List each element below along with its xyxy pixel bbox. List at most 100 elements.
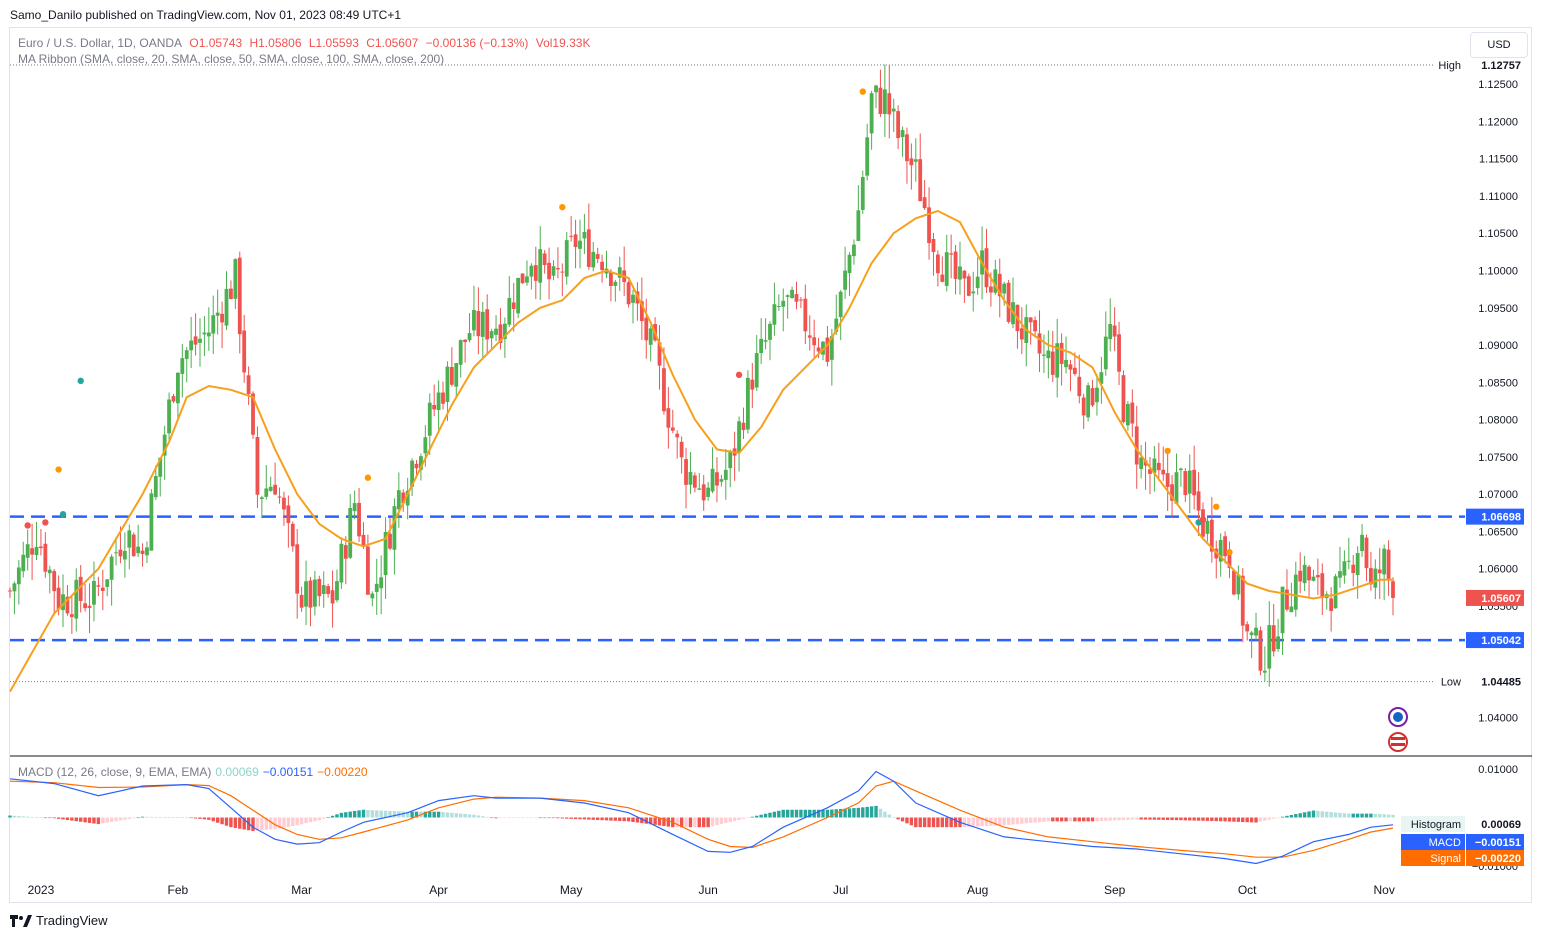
candle[interactable] (1360, 534, 1364, 552)
candle[interactable] (1289, 606, 1294, 613)
candle[interactable] (304, 581, 308, 607)
candle[interactable] (1382, 548, 1387, 575)
candle[interactable] (206, 332, 211, 337)
candle[interactable] (348, 508, 353, 558)
candle[interactable] (184, 350, 189, 359)
candle[interactable] (100, 587, 105, 591)
candle[interactable] (913, 159, 918, 162)
candle[interactable] (357, 502, 361, 537)
candle[interactable] (176, 372, 180, 404)
candle[interactable] (449, 366, 454, 385)
candle[interactable] (790, 289, 794, 299)
candle[interactable] (794, 294, 799, 302)
candle[interactable] (1161, 469, 1166, 475)
candle[interactable] (865, 137, 870, 176)
candle[interactable] (1112, 325, 1117, 337)
candle[interactable] (423, 437, 428, 454)
candle[interactable] (1311, 576, 1316, 581)
candle[interactable] (989, 286, 993, 293)
candle[interactable] (370, 593, 375, 599)
candle[interactable] (321, 585, 326, 594)
candle[interactable] (1201, 509, 1205, 537)
candle[interactable] (198, 338, 202, 343)
candle[interactable] (516, 278, 521, 314)
candle[interactable] (529, 265, 534, 277)
candle[interactable] (1002, 283, 1007, 294)
candle[interactable] (891, 108, 896, 112)
candle[interactable] (829, 336, 834, 360)
candle[interactable] (136, 546, 141, 554)
candle[interactable] (1227, 552, 1232, 568)
candle[interactable] (1293, 574, 1298, 610)
candle[interactable] (1139, 457, 1144, 469)
candle[interactable] (193, 336, 198, 345)
candle[interactable] (1055, 343, 1060, 378)
candle[interactable] (715, 472, 719, 486)
candle[interactable] (595, 254, 600, 259)
candle[interactable] (918, 159, 923, 202)
candle[interactable] (838, 291, 843, 318)
candle[interactable] (1059, 342, 1064, 364)
candle[interactable] (215, 312, 220, 316)
candle[interactable] (555, 268, 560, 270)
candle[interactable] (233, 259, 238, 299)
candle[interactable] (719, 479, 724, 482)
candle[interactable] (1028, 317, 1033, 323)
currency-button[interactable]: USD (1470, 32, 1528, 58)
candle[interactable] (586, 229, 591, 267)
candle[interactable] (569, 235, 574, 237)
candle[interactable] (96, 585, 101, 587)
candle[interactable] (69, 614, 74, 618)
candle[interactable] (463, 339, 468, 343)
candle[interactable] (927, 207, 931, 244)
candle[interactable] (158, 457, 163, 477)
candle[interactable] (317, 578, 322, 597)
candle[interactable] (971, 291, 976, 294)
candle[interactable] (1090, 388, 1095, 406)
candle[interactable] (224, 288, 229, 326)
candle[interactable] (1179, 468, 1183, 471)
candle[interactable] (644, 317, 649, 341)
candle[interactable] (639, 301, 644, 322)
candle[interactable] (666, 408, 671, 428)
candle[interactable] (242, 330, 247, 373)
candle[interactable] (25, 544, 30, 558)
candle[interactable] (1355, 553, 1360, 576)
candle[interactable] (308, 580, 313, 608)
candle[interactable] (1315, 575, 1320, 578)
candle[interactable] (1280, 586, 1285, 634)
candle[interactable] (251, 393, 255, 435)
candle[interactable] (944, 252, 949, 286)
candle[interactable] (476, 310, 481, 337)
candle[interactable] (335, 581, 339, 601)
macd-line[interactable] (9, 770, 1394, 865)
candle[interactable] (701, 484, 706, 501)
candle[interactable] (617, 267, 622, 278)
candle[interactable] (295, 544, 300, 594)
candle[interactable] (520, 273, 525, 284)
candle[interactable] (900, 130, 905, 138)
candle[interactable] (1258, 630, 1263, 671)
candle[interactable] (785, 295, 790, 297)
candle[interactable] (118, 549, 123, 557)
candle[interactable] (803, 298, 808, 332)
candle[interactable] (958, 266, 962, 280)
candle[interactable] (1351, 564, 1356, 574)
candle[interactable] (1042, 354, 1046, 356)
candle[interactable] (697, 488, 702, 490)
candle[interactable] (419, 456, 423, 470)
candle[interactable] (882, 89, 887, 115)
candle[interactable] (56, 587, 61, 610)
candle[interactable] (772, 304, 777, 325)
candle[interactable] (1125, 403, 1130, 426)
candle[interactable] (662, 368, 666, 412)
candle[interactable] (405, 490, 410, 506)
ma-ribbon-line[interactable] (9, 209, 1393, 693)
candle[interactable] (1223, 536, 1227, 557)
candle[interactable] (812, 337, 817, 346)
candle[interactable] (564, 240, 569, 277)
candle[interactable] (533, 265, 538, 281)
candle[interactable] (388, 533, 392, 549)
candle[interactable] (547, 262, 551, 280)
candle[interactable] (282, 497, 286, 510)
